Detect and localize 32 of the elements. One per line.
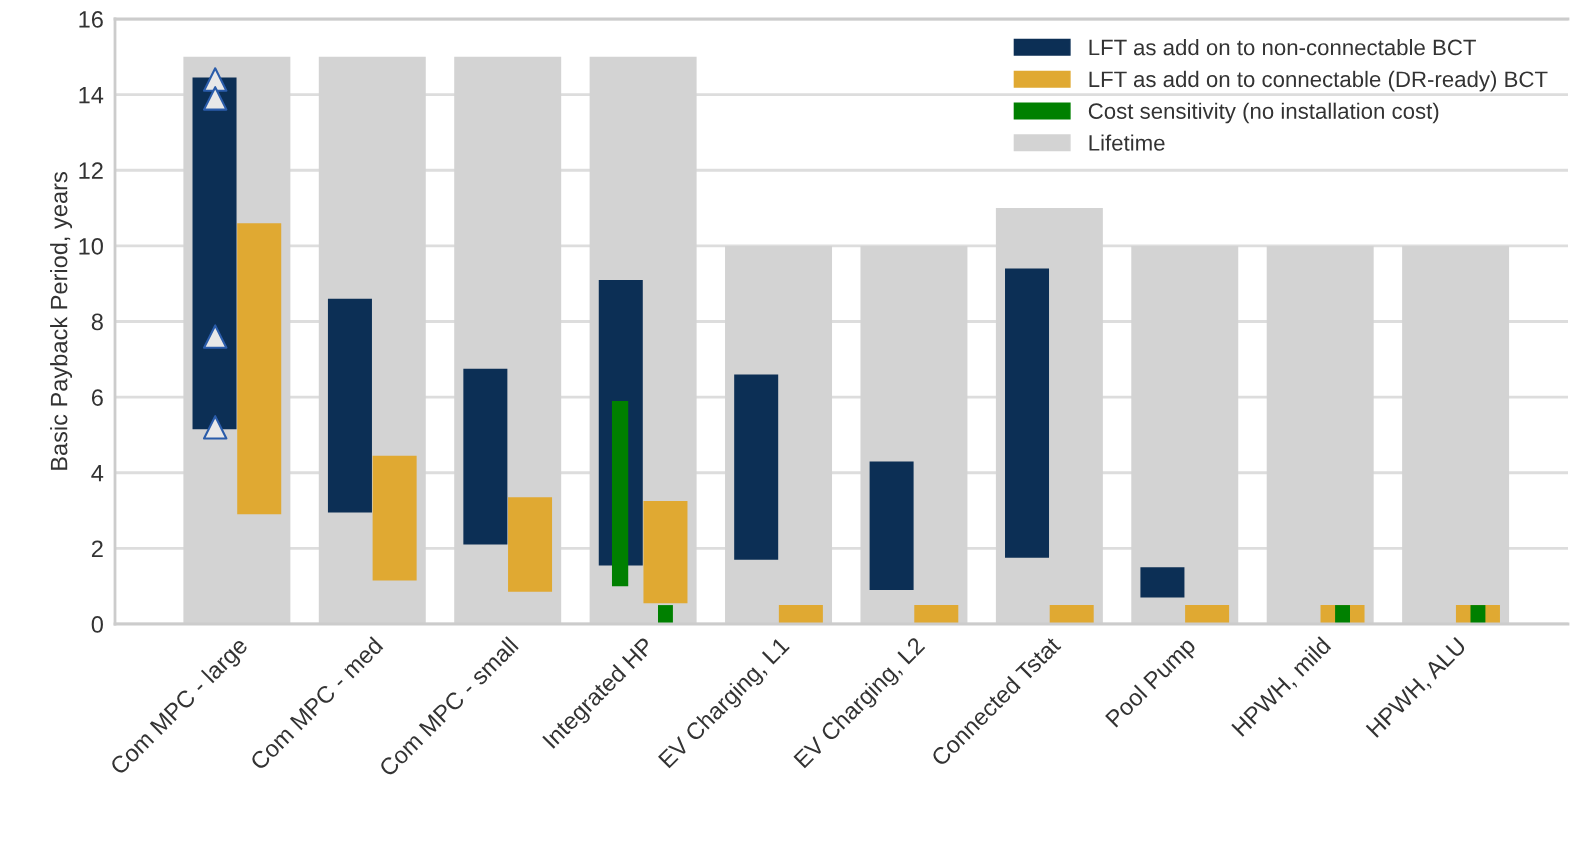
bar xyxy=(914,605,959,624)
y-tick-label: 16 xyxy=(79,11,103,28)
bar xyxy=(237,223,282,515)
bar xyxy=(327,298,372,513)
bar xyxy=(508,497,553,592)
bar xyxy=(463,368,508,545)
bar xyxy=(1335,605,1350,624)
legend-label: Cost sensitivity (no installation cost) xyxy=(1088,102,1439,124)
bar xyxy=(869,461,914,590)
y-tick-label: 8 xyxy=(91,313,103,331)
y-tick-label: 14 xyxy=(79,86,104,104)
bar xyxy=(1140,567,1185,598)
bar xyxy=(1185,605,1230,624)
legend-label: LFT as add on to non-connectable BCT xyxy=(1089,39,1476,56)
bar xyxy=(372,455,417,581)
bar xyxy=(658,605,673,624)
y-tick-label: 4 xyxy=(91,465,104,482)
y-tick-label: 6 xyxy=(91,389,103,406)
bar xyxy=(1005,268,1050,558)
bar xyxy=(778,605,823,624)
y-tick-label: 0 xyxy=(91,616,103,633)
bar xyxy=(611,400,629,587)
y-axis-title: Basic Payback Period, years xyxy=(50,172,73,470)
legend-label: LFT as add on to connectable (DR-ready) BCT xyxy=(1089,70,1548,92)
bar xyxy=(643,501,688,604)
y-tick-label: 12 xyxy=(79,162,103,179)
y-tick-label: 10 xyxy=(79,237,103,255)
bar xyxy=(734,374,779,560)
legend-label: Lifetime xyxy=(1089,134,1165,151)
bar xyxy=(1049,605,1094,624)
y-tick-label: 2 xyxy=(91,540,103,557)
bar xyxy=(192,77,237,430)
